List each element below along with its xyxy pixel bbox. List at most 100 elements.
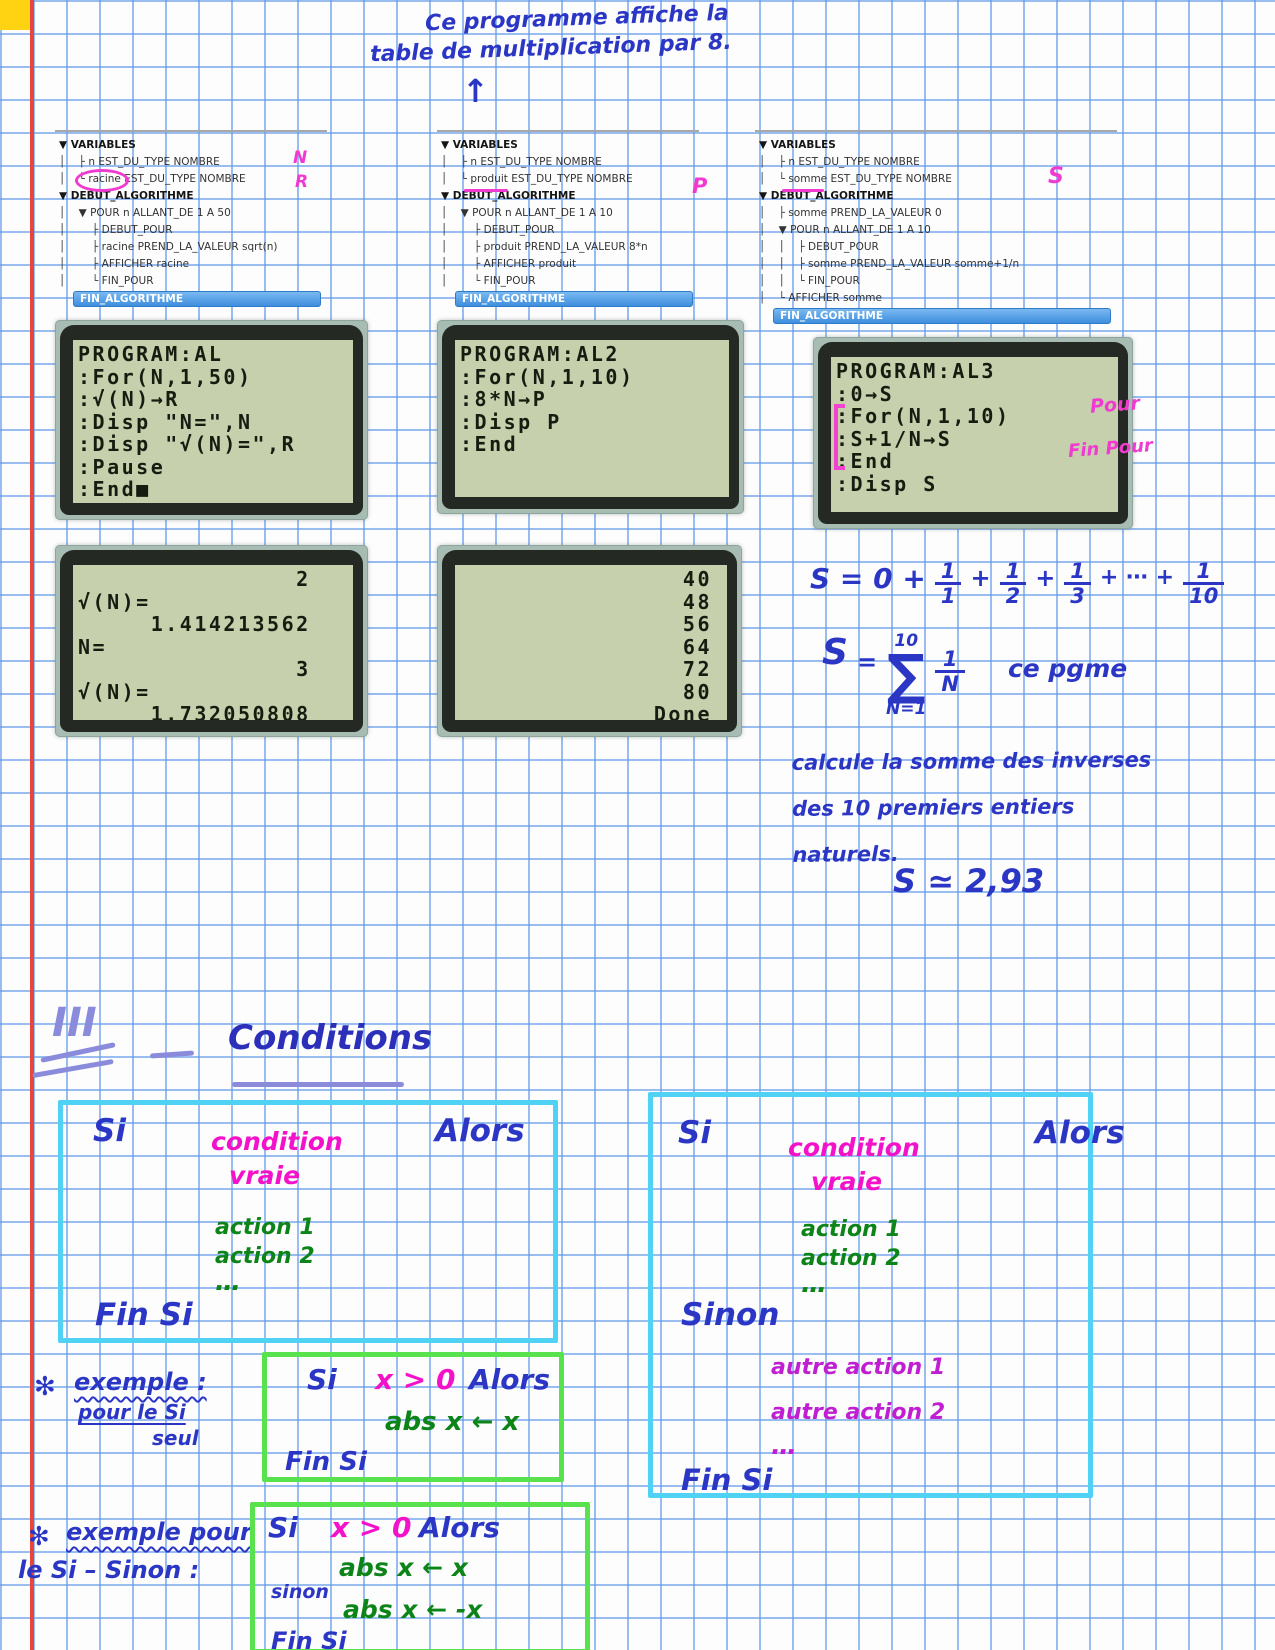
algo-line: │ ▼ POUR n ALLANT_DE 1 A 10 (759, 224, 931, 236)
algo-tree: ▼ VARIABLES │ ├ n EST_DU_TYPE NOMBRE │ └ p… (441, 137, 699, 290)
si-structure-box: Si condition vraie Alors action 1 action … (58, 1100, 558, 1343)
autre-action-item: … (771, 1431, 802, 1461)
alors-keyword: Alors (435, 1113, 525, 1149)
calc-lcd: 40 48 56 64 72 80 Done (455, 565, 727, 720)
plus-sign: + (970, 564, 991, 592)
algo-line: │ ├ n EST_DU_TYPE NOMBRE (759, 156, 920, 168)
paragraph-line: calcule la somme des inverses (791, 747, 1152, 775)
condition-x-positive: x > 0 (375, 1363, 456, 1396)
somme-underline-annotation (782, 189, 824, 192)
sigma-lhs: S (822, 632, 848, 673)
calc-bezel: 40 48 56 64 72 80 Done (442, 550, 737, 732)
action-item: action 1 (801, 1217, 901, 1242)
si-keyword: Si (307, 1363, 337, 1396)
seul-label: seul (152, 1426, 199, 1450)
algo-line: │ │ ├ somme PREND_LA_VALEUR somme+1/n (759, 258, 1020, 270)
calc-lcd: PROGRAM:AL3 :0→S :For(N,1,10) :S+1/N→S :… (831, 357, 1118, 512)
calc-lcd: 2 √(N)= 1.414213562 N= 3 √(N)= 1.7320508… (73, 565, 353, 720)
ce-pgme-note: ce pgme (1007, 654, 1128, 683)
algo-line: ▼ VARIABLES (59, 139, 136, 151)
algo-line: │ └ FIN_POUR (59, 275, 154, 287)
algo-line: │ └ somme EST_DU_TYPE NOMBRE (759, 173, 952, 185)
approx-result: S ≃ 2,93 (893, 862, 1045, 900)
algobox-block-produit: ▼ VARIABLES │ ├ n EST_DU_TYPE NOMBRE │ └ p… (437, 130, 707, 324)
si-sinon-label: le Si – Sinon : (18, 1556, 200, 1584)
algo-line: │ └ produit EST_DU_TYPE NOMBRE (441, 173, 633, 185)
alors-keyword: Alors (419, 1511, 500, 1544)
algobox-block-somme: ▼ VARIABLES │ ├ n EST_DU_TYPE NOMBRE │ └ s… (755, 130, 1117, 341)
plus-sign: + (1035, 564, 1056, 592)
algo-line: ▼ VARIABLES (759, 139, 836, 151)
si-keyword: Si (678, 1115, 711, 1151)
condition-label: condition (788, 1133, 920, 1162)
calc-bezel: PROGRAM:AL3 :0→S :For(N,1,10) :S+1/N→S :… (818, 342, 1128, 524)
alors-keyword: Alors (469, 1363, 550, 1396)
si-sinon-structure-box: Si condition vraie Alors action 1 action … (648, 1092, 1125, 1498)
sigma-column: 10 ∑ N=1 (886, 632, 926, 718)
action-item: action 2 (215, 1244, 315, 1269)
algo-line: │ ├ n EST_DU_TYPE NOMBRE (59, 156, 220, 168)
actions-list: action 1 action 2… (215, 1213, 315, 1297)
produit-underline-annotation (464, 189, 508, 192)
fin-si-keyword: Fin Si (285, 1447, 367, 1477)
margin-line (30, 0, 34, 1650)
calc-screen-program-al2: PROGRAM:AL2 :For(N,1,10) :8*N→P :Disp P … (437, 320, 744, 514)
equals-sign: = (856, 648, 878, 676)
page-corner-highlight (0, 0, 30, 30)
calc-lcd: PROGRAM:AL2 :For(N,1,10) :8*N→P :Disp P … (455, 340, 729, 497)
algo-line: │ ├ AFFICHER racine (59, 258, 190, 270)
assignment-abs-x: abs x ← x (385, 1407, 520, 1437)
top-note-line2: table de multiplication par 8. (369, 29, 733, 68)
annotation-N: N (293, 148, 308, 168)
action-item: … (215, 1267, 246, 1297)
fin-algorithme-bar: FIN_ALGORITHME (773, 308, 1111, 324)
fin-si-keyword: Fin Si (271, 1627, 347, 1650)
calc-screen-output-al: 2 √(N)= 1.414213562 N= 3 √(N)= 1.7320508… (55, 545, 368, 737)
asterisk-icon: ✻ (28, 1522, 50, 1552)
action-item: action 1 (215, 1215, 315, 1240)
example-si-sinon-box: Si x > 0 Alors abs x ← x sinon abs x ← -… (250, 1502, 590, 1650)
algo-line: │ ├ DEBUT_POUR (59, 224, 173, 236)
assignment-abs-x-neg: abs x ← -x (343, 1595, 483, 1624)
algo-line: ▼ DEBUT_ALGORITHME (441, 190, 576, 202)
annotation-R: R (295, 172, 309, 192)
up-arrow-icon: ↑ (462, 72, 489, 110)
sigma-symbol: ∑ (886, 643, 926, 706)
fin-algorithme-bar: FIN_ALGORITHME (73, 291, 321, 307)
autre-action-item: autre action 2 (771, 1400, 946, 1425)
algo-line: │ ▼ POUR n ALLANT_DE 1 A 50 (59, 207, 231, 219)
heading-dash (149, 1050, 195, 1059)
autre-action-item: autre action 1 (771, 1355, 946, 1380)
sinon-keyword: sinon (271, 1581, 329, 1603)
explanation-paragraph: calcule la somme des inverses des 10 prem… (791, 736, 1212, 878)
annotation-S: S (1048, 164, 1064, 189)
algo-line: │ ├ racine PREND_LA_VALEUR sqrt(n) (59, 241, 278, 253)
algo-tree: ▼ VARIABLES │ ├ n EST_DU_TYPE NOMBRE │ └ s… (759, 137, 1117, 307)
output-al2-text: 40 48 56 64 72 80 Done (653, 567, 712, 720)
alors-keyword: Alors (1035, 1115, 1125, 1151)
algo-tree: ▼ VARIABLES │ ├ n EST_DU_TYPE NOMBRE │ └ r… (59, 137, 327, 290)
algo-line: │ ▼ POUR n ALLANT_DE 1 A 10 (441, 207, 613, 219)
sum-lhs: S = 0 + (810, 562, 926, 595)
algo-line: ▼ DEBUT_ALGORITHME (759, 190, 894, 202)
calc-bezel: PROGRAM:AL :For(N,1,50) :√(N)→R :Disp "N… (60, 325, 363, 515)
section-numeral: III (52, 1000, 97, 1046)
annotation-pour: Pour (1089, 392, 1141, 418)
annotation-P: P (692, 174, 708, 198)
assignment-abs-x: abs x ← x (339, 1553, 468, 1582)
output-al-text: 2 √(N)= 1.414213562 N= 3 √(N)= 1.7320508… (78, 567, 311, 720)
pour-le-si-label: pour le Si (78, 1400, 186, 1424)
condition-x-positive: x > 0 (331, 1511, 412, 1544)
action-item: … (801, 1269, 832, 1299)
asterisk-icon: ✻ (34, 1372, 56, 1402)
algo-line: │ │ ├ DEBUT_POUR (759, 241, 879, 253)
si-keyword: Si (268, 1511, 298, 1544)
fraction-1-10: 1 10 (1183, 560, 1225, 608)
sinon-keyword: Sinon (681, 1297, 780, 1333)
calc-lcd: PROGRAM:AL :For(N,1,50) :√(N)→R :Disp "N… (73, 340, 353, 503)
algo-line: ▼ DEBUT_ALGORITHME (59, 190, 194, 202)
